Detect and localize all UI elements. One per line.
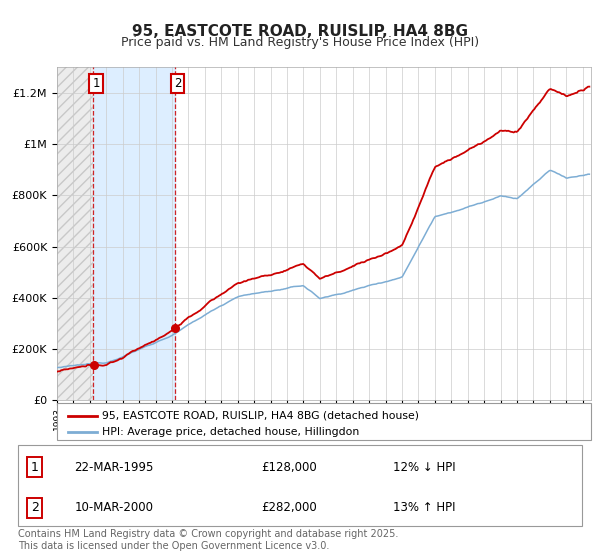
Bar [57, 67, 94, 400]
Text: Contains HM Land Registry data © Crown copyright and database right 2025.
This d: Contains HM Land Registry data © Crown c… [18, 529, 398, 551]
Text: HPI: Average price, detached house, Hillingdon: HPI: Average price, detached house, Hill… [103, 427, 359, 437]
Text: 95, EASTCOTE ROAD, RUISLIP, HA4 8BG: 95, EASTCOTE ROAD, RUISLIP, HA4 8BG [132, 24, 468, 39]
Text: 10-MAR-2000: 10-MAR-2000 [74, 501, 154, 514]
Text: 95, EASTCOTE ROAD, RUISLIP, HA4 8BG (detached house): 95, EASTCOTE ROAD, RUISLIP, HA4 8BG (det… [103, 411, 419, 421]
FancyBboxPatch shape [57, 403, 591, 440]
Text: 2: 2 [31, 501, 39, 514]
Text: Price paid vs. HM Land Registry's House Price Index (HPI): Price paid vs. HM Land Registry's House … [121, 36, 479, 49]
Text: 12% ↓ HPI: 12% ↓ HPI [393, 461, 455, 474]
Text: £128,000: £128,000 [261, 461, 317, 474]
Text: £282,000: £282,000 [261, 501, 317, 514]
Text: 2: 2 [174, 77, 181, 90]
Bar [94, 67, 175, 400]
Text: 1: 1 [31, 461, 39, 474]
Text: 1: 1 [92, 77, 100, 90]
Bar [57, 67, 94, 400]
Text: 13% ↑ HPI: 13% ↑ HPI [393, 501, 455, 514]
Text: 22-MAR-1995: 22-MAR-1995 [74, 461, 154, 474]
FancyBboxPatch shape [18, 445, 582, 526]
